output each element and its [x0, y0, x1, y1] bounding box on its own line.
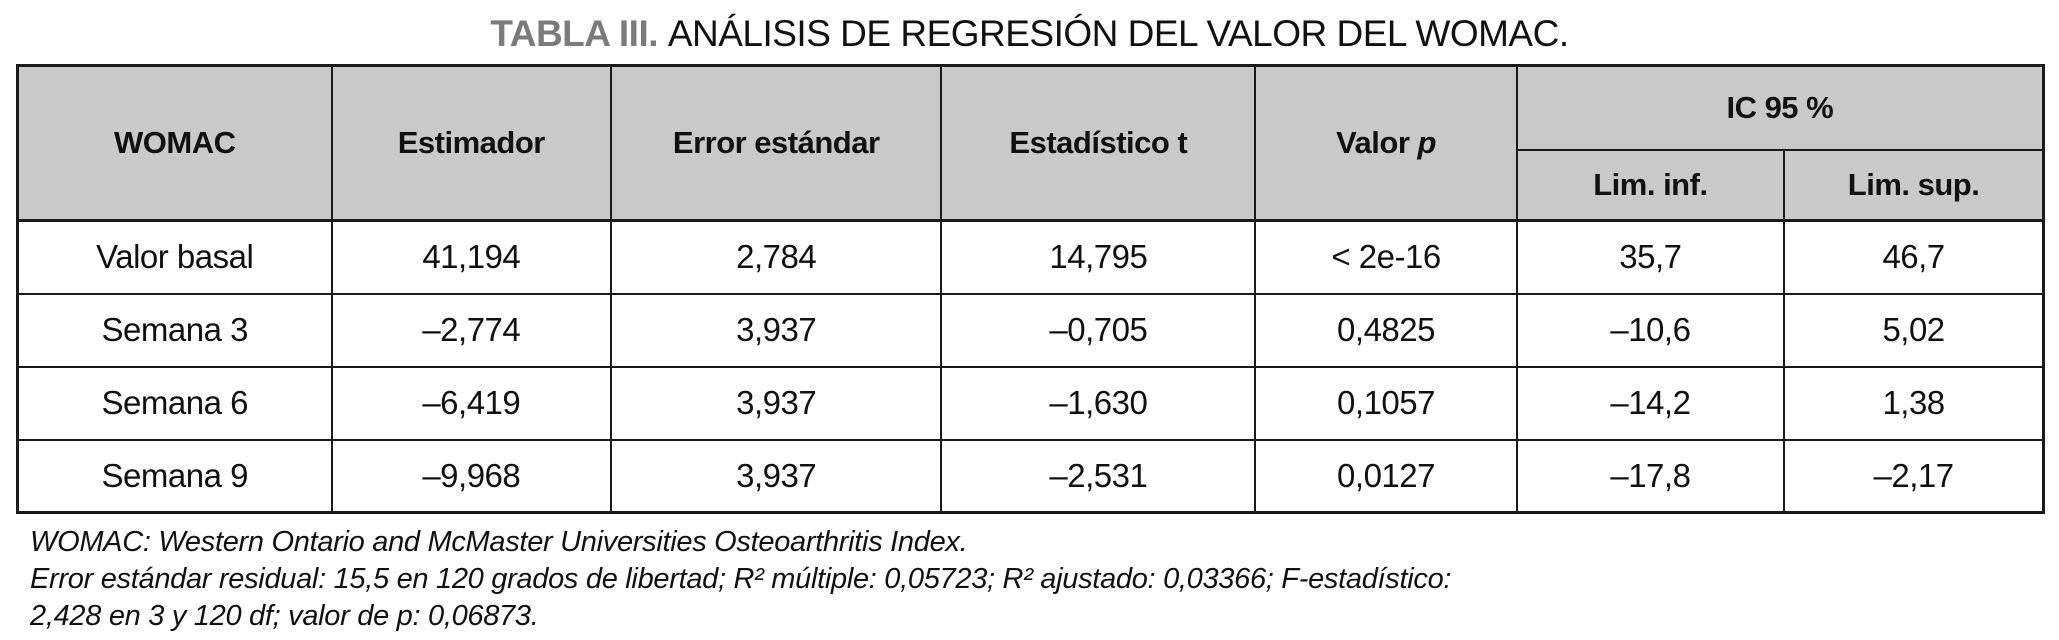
- cell-estadistico-t: –2,531: [940, 438, 1257, 514]
- header-lim-sup: Lim. sup.: [1783, 148, 2045, 222]
- table-row: Semana 6 –6,419 3,937 –1,630 0,1057 –14,…: [16, 365, 2045, 441]
- table-footnotes: WOMAC: Western Ontario and McMaster Univ…: [30, 524, 2059, 635]
- header-row-sub: Lim. inf. Lim. sup.: [18, 148, 2045, 222]
- cell-womac: Semana 9: [16, 438, 333, 514]
- header-row-main: WOMAC Estimador Error estándar Estadísti…: [16, 64, 2045, 222]
- cell-lim-sup: 1,38: [1783, 365, 2045, 441]
- table-title-text: ANÁLISIS DE REGRESIÓN DEL VALOR DEL WOMA…: [667, 13, 1569, 54]
- cell-estadistico-t: 14,795: [940, 219, 1257, 295]
- cell-womac: Semana 3: [16, 292, 333, 368]
- cell-valor-p: 0,1057: [1254, 365, 1518, 441]
- cell-womac: Semana 6: [16, 365, 333, 441]
- cell-estimador: –9,968: [330, 438, 613, 514]
- cell-estimador: –6,419: [330, 365, 613, 441]
- header-valor-p: Valor p: [1254, 64, 1518, 222]
- cell-lim-inf: 35,7: [1515, 219, 1786, 295]
- table-row: Valor basal 41,194 2,784 14,795 < 2e-16 …: [16, 219, 2045, 295]
- cell-estadistico-t: –1,630: [940, 365, 1257, 441]
- cell-error-estandar: 3,937: [610, 365, 943, 441]
- cell-lim-sup: 46,7: [1783, 219, 2045, 295]
- cell-valor-p: 0,4825: [1254, 292, 1518, 368]
- header-womac: WOMAC: [16, 64, 333, 222]
- header-estadistico-t: Estadístico t: [940, 64, 1257, 222]
- header-estimador: Estimador: [330, 64, 613, 222]
- cell-lim-inf: –14,2: [1515, 365, 1786, 441]
- header-valor-p-word: Valor: [1336, 125, 1410, 160]
- header-error-estandar: Error estándar: [610, 64, 943, 222]
- footnote-abbreviation: WOMAC: Western Ontario and McMaster Univ…: [30, 526, 968, 558]
- footnote-statistics-1: Error estándar residual: 15,5 en 120 gra…: [30, 563, 1452, 595]
- cell-lim-inf: –17,8: [1515, 438, 1786, 514]
- table-number-label: TABLA III.: [490, 13, 659, 54]
- cell-error-estandar: 3,937: [610, 292, 943, 368]
- header-lim-inf: Lim. inf.: [1515, 148, 1786, 222]
- header-ic95: IC 95 %: [1515, 64, 2045, 151]
- cell-valor-p: 0,0127: [1254, 438, 1518, 514]
- cell-estimador: –2,774: [330, 292, 613, 368]
- table-row: Semana 3 –2,774 3,937 –0,705 0,4825 –10,…: [16, 292, 2045, 368]
- cell-lim-sup: –2,17: [1783, 438, 2045, 514]
- cell-estimador: 41,194: [330, 219, 613, 295]
- table-row: Semana 9 –9,968 3,937 –2,531 0,0127 –17,…: [16, 438, 2045, 514]
- cell-lim-inf: –10,6: [1515, 292, 1786, 368]
- cell-lim-sup: 5,02: [1783, 292, 2045, 368]
- cell-womac: Valor basal: [16, 219, 333, 295]
- cell-valor-p: < 2e-16: [1254, 219, 1518, 295]
- table-body: Valor basal 41,194 2,784 14,795 < 2e-16 …: [16, 219, 2045, 514]
- regression-table: WOMAC Estimador Error estándar Estadísti…: [16, 64, 2045, 514]
- table-title: TABLA III. ANÁLISIS DE REGRESIÓN DEL VAL…: [0, 0, 2059, 55]
- cell-error-estandar: 2,784: [610, 219, 943, 295]
- cell-estadistico-t: –0,705: [940, 292, 1257, 368]
- table-header: WOMAC Estimador Error estándar Estadísti…: [16, 64, 2045, 222]
- cell-error-estandar: 3,937: [610, 438, 943, 514]
- footnote-statistics-2: 2,428 en 3 y 120 df; valor de p: 0,06873…: [30, 600, 539, 632]
- header-valor-p-variable: p: [1417, 125, 1437, 160]
